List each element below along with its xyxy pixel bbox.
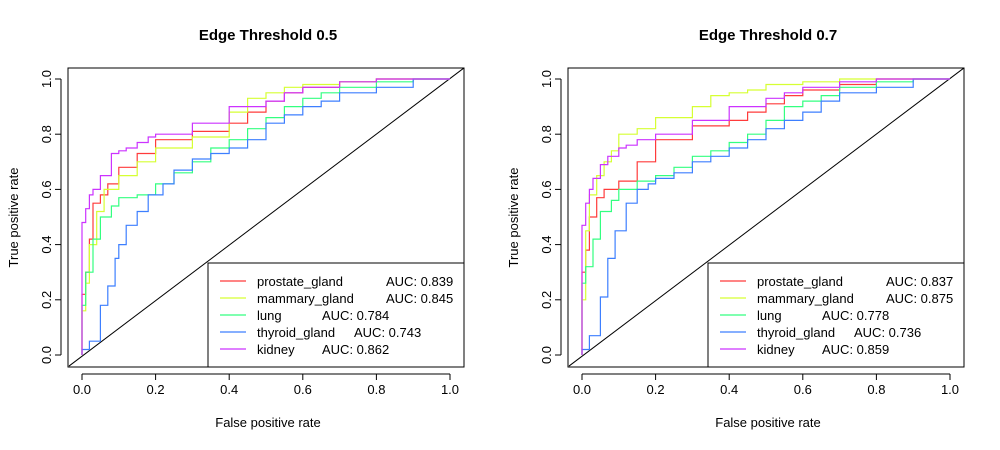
diagonal-reference-line [68, 67, 465, 367]
chart-title: Edge Threshold 0.5 [199, 27, 337, 44]
x-tick-label: 0.2 [147, 382, 165, 397]
x-tick-label: 0.6 [794, 382, 812, 397]
legend-auc: AUC: 0.837 [886, 274, 953, 289]
legend-box [207, 262, 465, 368]
legend-label: thyroid_gland [257, 325, 335, 340]
legend-auc: AUC: 0.859 [822, 342, 889, 357]
legend-label: prostate_gland [257, 274, 343, 289]
y-tick-label: 0.8 [39, 125, 54, 143]
x-tick-label: 1.0 [441, 382, 459, 397]
x-tick-label: 0.2 [647, 382, 665, 397]
x-tick-label: 0.0 [573, 382, 591, 397]
y-axis-label: True positive rate [506, 168, 521, 268]
legend-auc: AUC: 0.839 [386, 274, 453, 289]
legend-box [707, 262, 965, 368]
legend-label: kidney [257, 342, 295, 357]
roc-curve-kidney [81, 78, 450, 355]
chart-title: Edge Threshold 0.7 [699, 27, 837, 44]
x-tick-label: 0.4 [720, 382, 738, 397]
x-tick-label: 0.4 [220, 382, 238, 397]
y-tick-label: 0.8 [539, 125, 554, 143]
legend-label: kidney [757, 342, 795, 357]
legend-auc: AUC: 0.862 [322, 342, 389, 357]
roc-curve-thyroid-gland [581, 78, 950, 355]
roc-panel-threshold-0-5: Edge Threshold 0.5 0.0 0.2 0.4 0.6 0.8 1.0 0.0… [6, 27, 465, 430]
y-axis-label: True positive rate [6, 168, 21, 268]
legend-label: lung [257, 308, 282, 323]
legend-auc: AUC: 0.875 [886, 291, 953, 306]
y-tick-label: 0.6 [39, 180, 54, 198]
y-tick-label: 0.0 [39, 346, 54, 364]
y-tick-label: 0.4 [539, 236, 554, 254]
diagonal-reference-line [568, 67, 965, 367]
y-tick-label: 0.2 [539, 291, 554, 309]
roc-curve-lung [81, 78, 450, 355]
legend-label: mammary_gland [257, 291, 354, 306]
y-tick-label: 0.6 [539, 180, 554, 198]
roc-curve-kidney [581, 78, 950, 355]
legend-auc: AUC: 0.778 [822, 308, 889, 323]
legend-auc: AUC: 0.743 [354, 325, 421, 340]
y-tick-label: 0.4 [39, 236, 54, 254]
y-tick-label: 0.2 [39, 291, 54, 309]
x-tick-label: 1.0 [941, 382, 959, 397]
roc-curve-mammary-gland [581, 78, 950, 355]
legend-label: thyroid_gland [757, 325, 835, 340]
legend-label: lung [757, 308, 782, 323]
x-tick-label: 0.0 [73, 382, 91, 397]
x-tick-label: 0.6 [294, 382, 312, 397]
legend-auc: AUC: 0.845 [386, 291, 453, 306]
legend-label: prostate_gland [757, 274, 843, 289]
legend-auc: AUC: 0.736 [854, 325, 921, 340]
x-tick-label: 0.8 [367, 382, 385, 397]
roc-curve-thyroid-gland [81, 78, 450, 355]
roc-panel-threshold-0-7: Edge Threshold 0.7 0.0 0.2 0.4 0.6 0.8 1.0 0.0… [506, 27, 965, 430]
y-tick-label: 1.0 [539, 70, 554, 88]
x-axis-label: False positive rate [215, 415, 321, 430]
y-tick-label: 0.0 [539, 346, 554, 364]
x-tick-label: 0.8 [867, 382, 885, 397]
legend-auc: AUC: 0.784 [322, 308, 389, 323]
x-axis-label: False positive rate [715, 415, 821, 430]
y-tick-label: 1.0 [39, 70, 54, 88]
legend-label: mammary_gland [757, 291, 854, 306]
